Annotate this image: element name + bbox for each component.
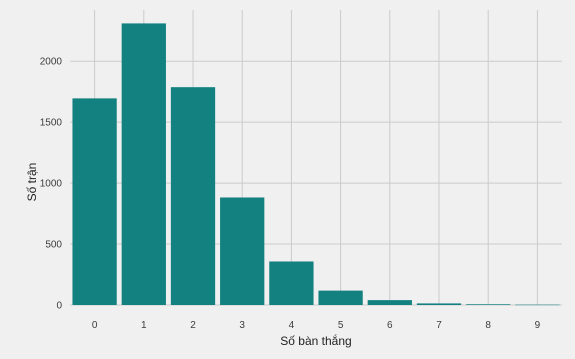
x-tick-label: 2 xyxy=(190,320,196,331)
y-axis-title: Số trận xyxy=(25,163,39,202)
bar-3 xyxy=(220,197,265,305)
x-tick-label: 7 xyxy=(436,320,442,331)
bar-5 xyxy=(318,290,363,305)
bar-4 xyxy=(269,261,314,305)
x-tick-label: 9 xyxy=(535,320,541,331)
x-tick-label: 3 xyxy=(239,320,245,331)
bars xyxy=(72,23,560,306)
y-tick-label: 0 xyxy=(56,301,62,312)
x-tick-label: 5 xyxy=(338,320,344,331)
y-tick-label: 1000 xyxy=(40,179,63,190)
bar-7 xyxy=(416,303,462,305)
x-axis-title: Số bàn thắng xyxy=(280,333,351,348)
y-tick-label: 1500 xyxy=(40,118,63,129)
x-tick-label: 6 xyxy=(387,320,393,331)
x-tick-label: 4 xyxy=(289,320,295,331)
x-tick-label: 8 xyxy=(485,320,491,331)
y-tick-labels: 0 500 1000 1500 2000 xyxy=(40,57,63,312)
bar-9 xyxy=(515,304,560,306)
bar-0 xyxy=(72,98,117,305)
x-tick-label: 0 xyxy=(92,320,98,331)
bar-1 xyxy=(121,23,166,306)
x-tick-labels: 0 1 2 3 4 5 6 7 8 9 xyxy=(92,320,541,331)
x-tick-label: 1 xyxy=(141,320,147,331)
bar-8 xyxy=(466,304,511,305)
bar-6 xyxy=(367,300,412,305)
y-tick-label: 2000 xyxy=(40,57,63,68)
bar-2 xyxy=(170,87,216,305)
y-tick-label: 500 xyxy=(45,240,62,251)
